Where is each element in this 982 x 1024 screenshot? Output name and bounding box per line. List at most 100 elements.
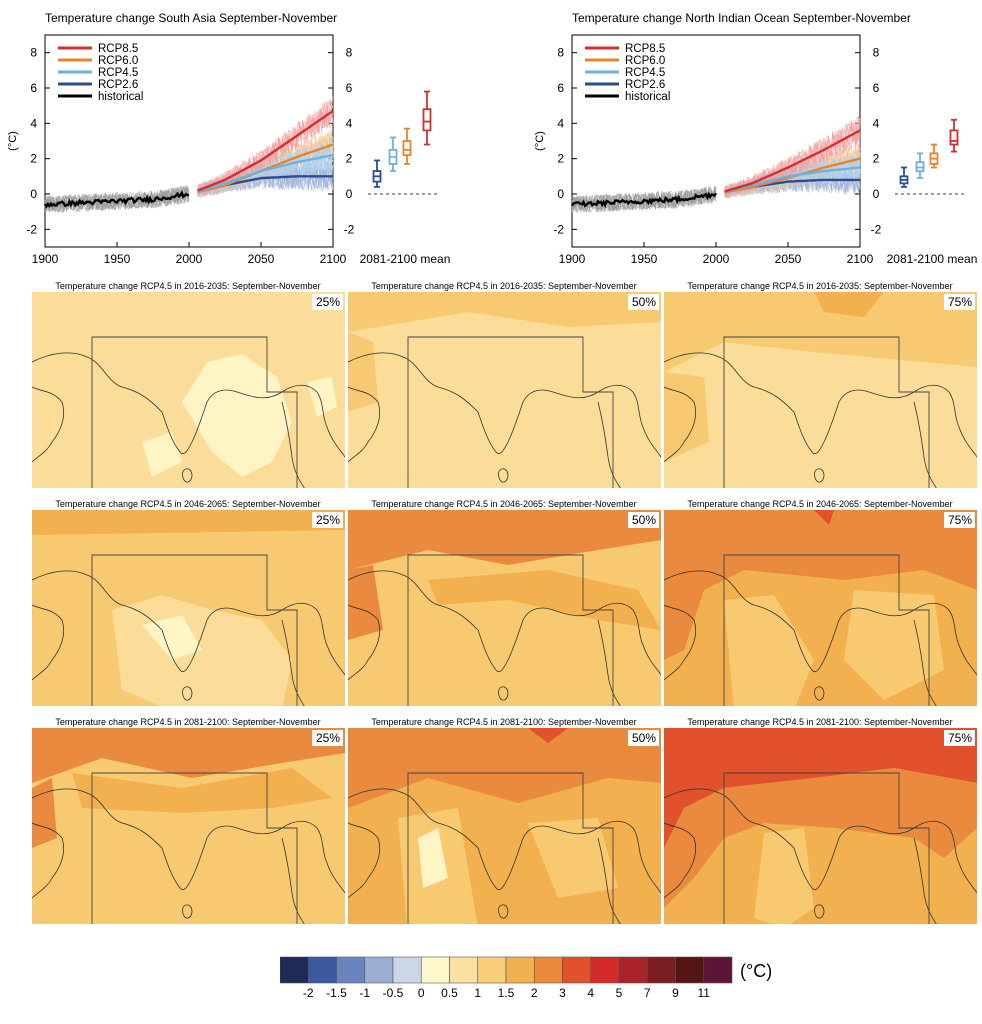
y-tick-label: 0 (346, 187, 353, 201)
x-tick-label: 1950 (631, 252, 658, 266)
map-temperature-region (348, 565, 383, 640)
coastline (913, 401, 937, 488)
coastline (32, 352, 345, 458)
boxplot-label: 2081-2100 mean (887, 252, 978, 266)
map-temperature-region (348, 728, 661, 808)
y-tick-label: 6 (30, 81, 37, 95)
region-outline (91, 772, 298, 924)
coastline (664, 822, 697, 899)
ensemble-members (571, 115, 861, 214)
y-tick-label: 8 (873, 46, 880, 60)
colorbar-swatch (590, 956, 620, 984)
map-temperature-region (664, 728, 977, 848)
region-outline (407, 554, 614, 706)
coastline-island (814, 686, 825, 701)
map-background (32, 292, 345, 488)
x-tick-label: 2050 (775, 252, 802, 266)
map-svg: Temperature change RCP4.5 in 2081-2100: … (32, 717, 345, 924)
colorbar-tick-label: 3 (559, 986, 566, 1000)
x-tick-label: 2100 (320, 252, 347, 266)
percentile-label-bg (628, 294, 659, 310)
map-temperature-region (418, 828, 448, 888)
legend-label: historical (98, 91, 143, 103)
x-tick-label: 1900 (559, 252, 586, 266)
colorbar-swatch (336, 956, 366, 984)
coastline-island (182, 904, 193, 919)
x-tick-label: 2000 (176, 252, 203, 266)
region-outline (407, 772, 614, 924)
coastline (32, 822, 65, 899)
legend-label: historical (625, 91, 670, 103)
map-body: 75% (664, 292, 977, 488)
x-tick-label: 2050 (248, 252, 275, 266)
x-tick-label: 1900 (32, 252, 59, 266)
map-panel: Temperature change RCP4.5 in 2016-2035: … (32, 278, 345, 498)
legend-label: RCP2.6 (625, 79, 665, 91)
map-temperature-region (528, 818, 618, 898)
y-tick-label: 6 (873, 81, 880, 95)
percentile-label-bg (628, 512, 659, 528)
colorbar-tick-label: 1.5 (498, 986, 515, 1000)
y-tick-label: 6 (346, 81, 353, 95)
series-mean-rcp4-5 (197, 153, 334, 193)
y-tick-label: 6 (557, 81, 564, 95)
coastline (348, 604, 381, 681)
colorbar-tick-label: 11 (698, 986, 711, 1000)
x-tick-label: 2100 (847, 252, 874, 266)
ensemble-line (44, 185, 190, 213)
colorbar-tick-label: -1 (359, 986, 370, 1000)
coastline (664, 386, 697, 463)
percentile-label: 50% (632, 513, 656, 527)
chart-title: Temperature change North Indian Ocean Se… (572, 11, 911, 25)
percentile-label: 25% (316, 513, 340, 527)
colorbar-swatch (703, 956, 733, 984)
ensemble-line (197, 99, 334, 196)
legend-label: RCP6.0 (98, 55, 138, 67)
map-svg: Temperature change RCP4.5 in 2016-2035: … (348, 281, 661, 488)
colorbar-tick-label: 2 (531, 986, 538, 1000)
colorbar-swatch (279, 956, 309, 984)
series-mean-rcp8-5 (724, 129, 861, 193)
coastline (32, 570, 345, 676)
coastline (281, 401, 305, 488)
colorbar-tick-label: -1.5 (326, 986, 347, 1000)
map-title: Temperature change RCP4.5 in 2016-2035: … (687, 281, 952, 291)
coastline (664, 604, 697, 681)
y-tick-label: 0 (557, 187, 564, 201)
colorbar-swatch (618, 956, 648, 984)
y-axis-label: (°C) (7, 131, 19, 151)
map-body: 50% (348, 510, 661, 706)
coastline (597, 401, 621, 488)
x-tick-label: 1950 (104, 252, 131, 266)
map-temperature-region (664, 372, 709, 462)
y-tick-label: 8 (346, 46, 353, 60)
coastline (597, 619, 621, 706)
map-svg: Temperature change RCP4.5 in 2046-2065: … (348, 499, 661, 706)
coastline (348, 788, 661, 894)
colorbar: -2 -1.5 -1 -0.5 0 0.5 1 1.5 2 3 4 5 7 9 11 (°C) (279, 955, 780, 1005)
coastline (597, 837, 621, 924)
y-tick-label: 2 (30, 152, 37, 166)
legend-label: RCP8.5 (625, 43, 665, 55)
colorbar-swatch (646, 956, 676, 984)
map-temperature-region (348, 292, 661, 332)
map-body: 25% (32, 510, 345, 706)
colorbar-swatch (364, 956, 394, 984)
map-temperature-region (142, 615, 202, 660)
colorbar-tick-label: -0.5 (383, 986, 404, 1000)
legend-label: RCP6.0 (625, 55, 665, 67)
x-tick-label: 2000 (703, 252, 730, 266)
percentile-label-bg (312, 512, 343, 528)
ensemble-line (571, 188, 717, 213)
colorbar-tick-label: 5 (616, 986, 623, 1000)
coastline (348, 822, 381, 899)
series-mean-rcp8-5 (197, 110, 334, 192)
y-axis-label: (°C) (534, 131, 546, 151)
ensemble-line (197, 100, 334, 196)
percentile-label-bg (944, 294, 975, 310)
colorbar-swatch (562, 956, 592, 984)
y-tick-label: 4 (30, 116, 37, 130)
y-tick-label: -2 (553, 222, 564, 236)
y-tick-label: 2 (873, 152, 880, 166)
coastline-island (814, 904, 825, 919)
